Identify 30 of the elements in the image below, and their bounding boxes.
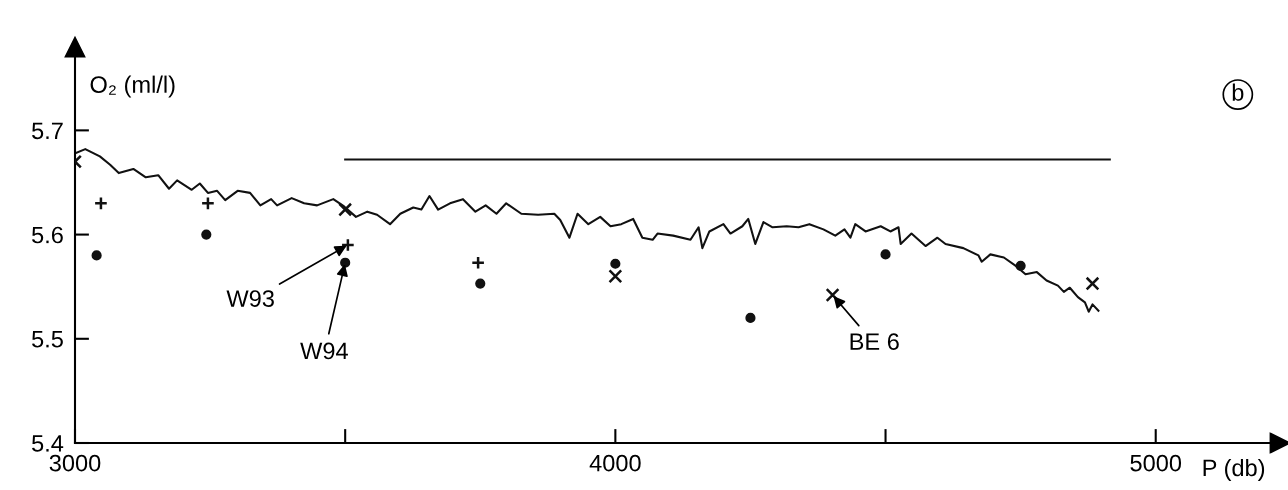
- point: [475, 278, 486, 289]
- point: [610, 258, 621, 269]
- annotation: b: [1232, 83, 1244, 101]
- annotation: W93: [226, 290, 274, 307]
- x-tick-label: 5000: [1130, 454, 1182, 472]
- x-tick-label: 4000: [589, 454, 641, 472]
- point: [1015, 260, 1026, 271]
- annotation: BE 6: [850, 333, 899, 350]
- y-tick-label: 5.6: [32, 226, 63, 244]
- line-series: [75, 148, 1100, 313]
- point: [338, 202, 353, 217]
- y-axis-title: O₂ (ml/l): [90, 75, 175, 98]
- x-axis-title: P (db): [1203, 458, 1265, 481]
- point: [825, 287, 840, 303]
- point: [608, 269, 623, 284]
- x-tick-label: 3000: [49, 454, 101, 472]
- point: [340, 257, 351, 268]
- y-tick-label: 5.7: [32, 122, 63, 140]
- point: [745, 312, 756, 324]
- annotation: W94: [300, 342, 348, 360]
- y-tick-label: 5.5: [32, 331, 63, 348]
- point: [1085, 276, 1100, 291]
- y-tick-label: 5.4: [32, 435, 64, 452]
- point: [471, 255, 486, 270]
- point: [880, 249, 891, 260]
- point: [340, 237, 355, 253]
- point: [200, 196, 215, 211]
- point: [93, 196, 108, 211]
- point: [201, 229, 212, 240]
- point: [91, 250, 102, 261]
